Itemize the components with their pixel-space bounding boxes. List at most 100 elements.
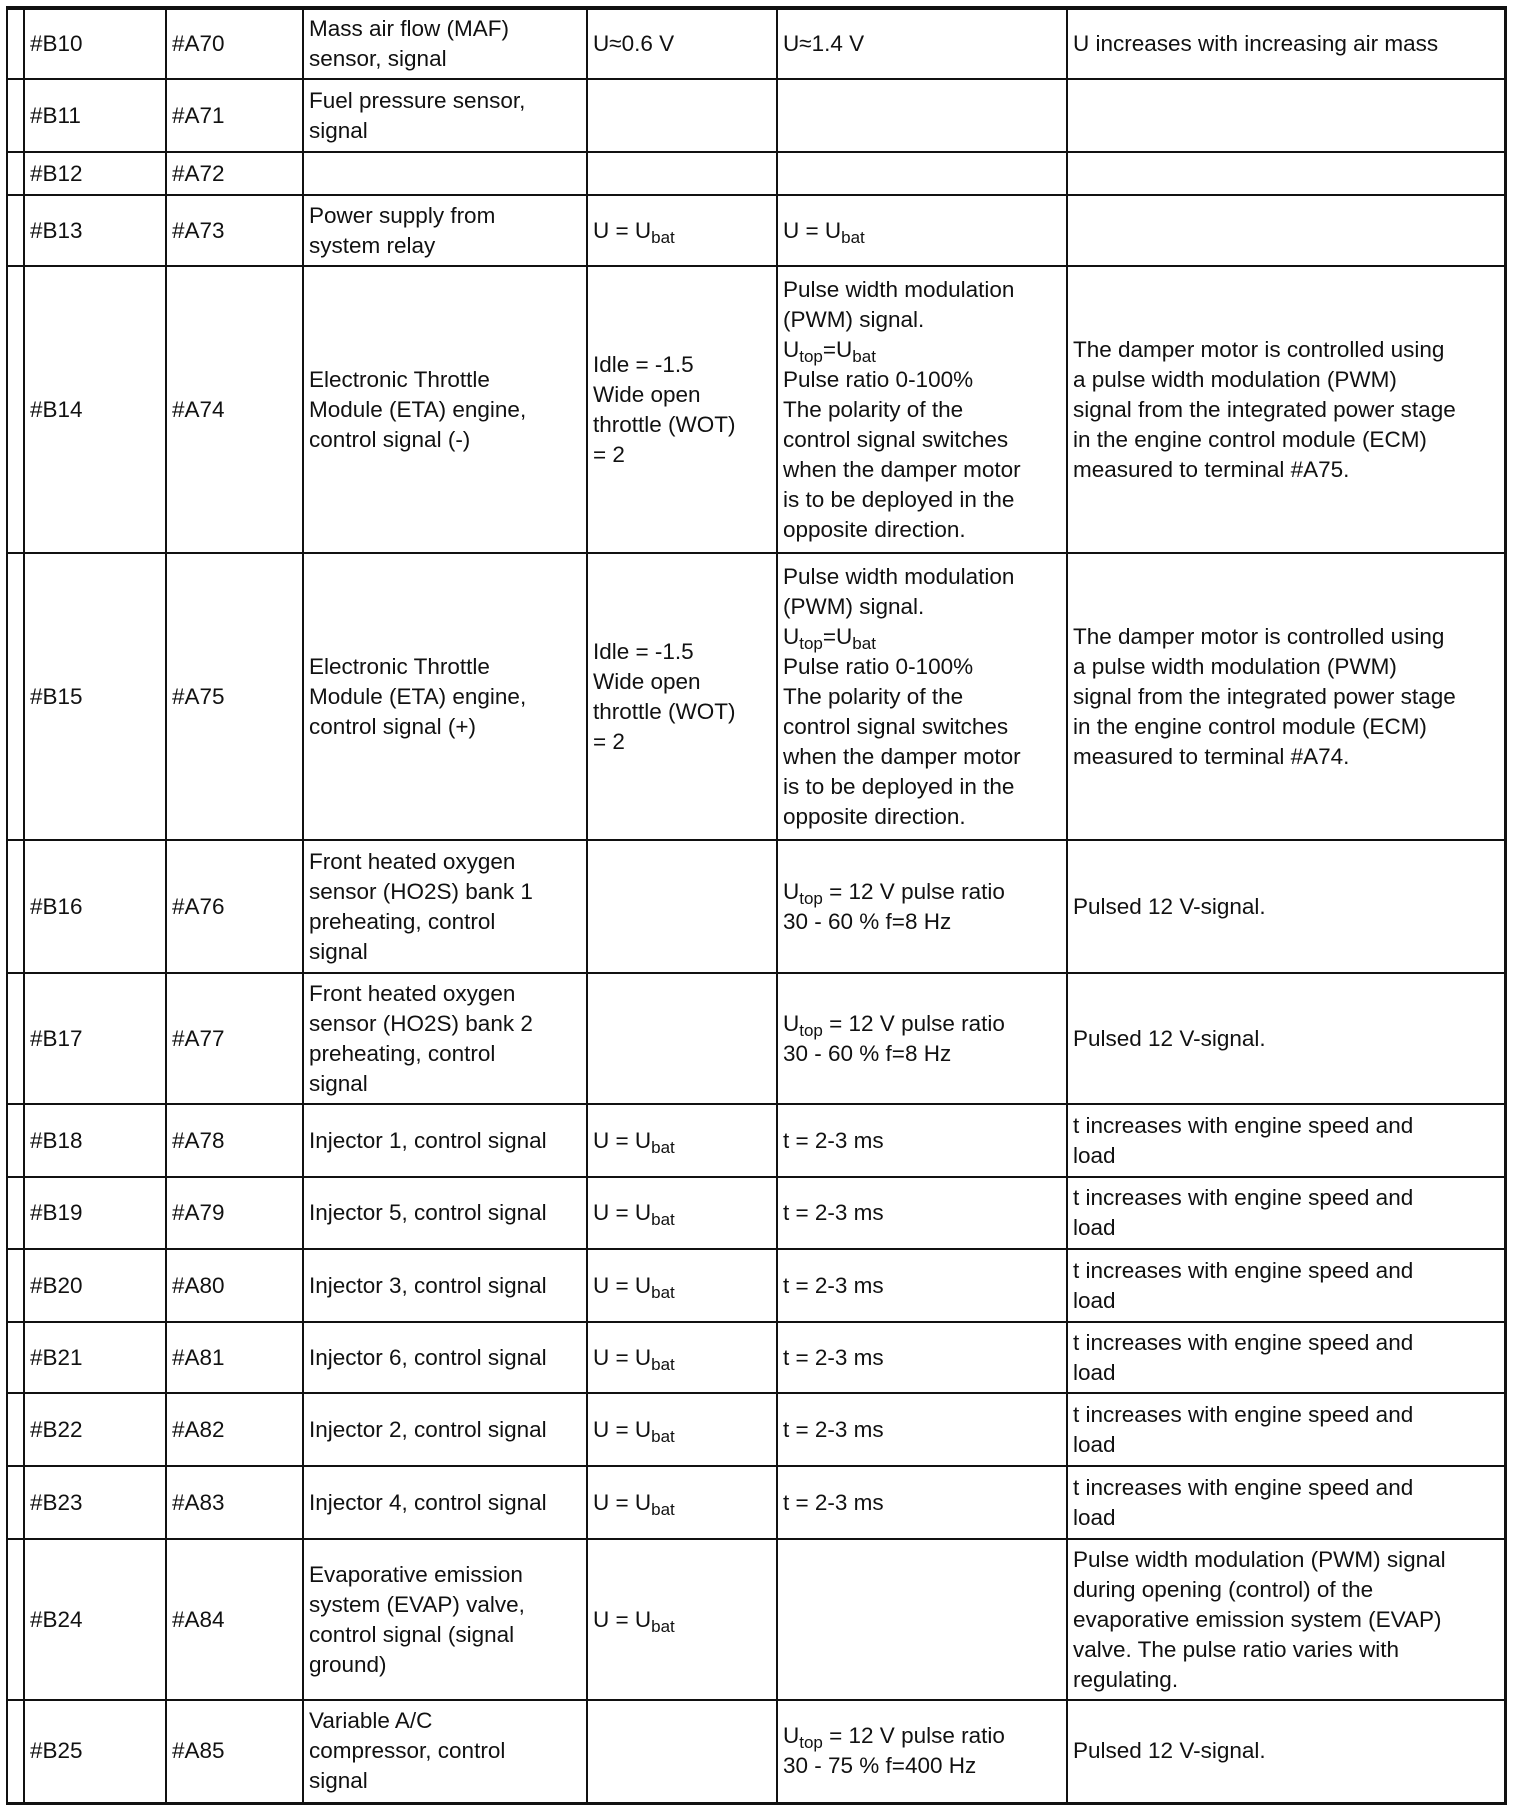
text: preheating, control	[309, 908, 496, 934]
cell-line: Module (ETA) engine,	[309, 395, 581, 425]
cell-line: a pulse width modulation (PWM)	[1073, 652, 1499, 682]
cell-line: Utop = 12 V pulse ratio	[783, 1009, 1061, 1039]
subscript: bat	[651, 1499, 675, 1519]
cell-line: U = Ubat	[593, 1605, 771, 1635]
text: U = U	[593, 1272, 652, 1298]
pin-b-cell: #B19	[23, 1176, 167, 1250]
cell-line: Utop = 12 V pulse ratio	[783, 877, 1061, 907]
pin-table: #B10 #A70 Mass air flow (MAF) sensor, signa…	[6, 6, 1507, 1805]
value-2-cell	[776, 151, 1068, 196]
text: Injector 3, control signal	[309, 1272, 547, 1298]
cell-line: Pulse ratio 0-100%	[783, 365, 1061, 395]
remark-cell: t increases with engine speed and load	[1066, 1103, 1506, 1178]
cell-line: control signal (signal	[309, 1620, 581, 1650]
spacer-cell	[6, 1538, 25, 1701]
text: The damper motor is controlled using	[1073, 336, 1445, 362]
text: Injector 4, control signal	[309, 1489, 547, 1515]
text: Injector 5, control signal	[309, 1200, 547, 1225]
text: signal from the integrated power stage	[1073, 683, 1456, 709]
text: opposite direction.	[783, 803, 966, 829]
pin-b-cell: #B16	[23, 839, 167, 974]
text: U	[783, 623, 800, 649]
remark-cell: Pulsed 12 V-signal.	[1066, 839, 1506, 974]
text: 30 - 60 % f=8 Hz	[783, 908, 952, 934]
text: U = U	[593, 1416, 652, 1442]
value-1-cell: Idle = -1.5 Wide open throttle (WOT) = 2	[586, 552, 778, 841]
text: system relay	[309, 232, 436, 258]
text: t = 2-3 ms	[783, 1272, 884, 1298]
value-2-cell: t = 2-3 ms	[776, 1103, 1068, 1178]
remark-cell: Pulsed 12 V-signal.	[1066, 972, 1506, 1105]
cell-line: Pulsed 12 V-signal.	[1073, 892, 1499, 922]
text: The polarity of the	[783, 683, 964, 709]
text: Fuel pressure sensor,	[309, 87, 526, 113]
value-2-cell: U≈1.4 V	[776, 7, 1068, 80]
cell-line: signal	[309, 937, 581, 967]
text: signal	[309, 1070, 368, 1096]
text: Module (ETA) engine,	[309, 396, 527, 422]
text: Electronic Throttle	[309, 366, 490, 392]
text: U≈1.4 V	[783, 31, 865, 56]
value-1-cell	[586, 1699, 778, 1804]
text: (PWM) signal.	[783, 593, 925, 619]
table-row: #B13 #A73 Power supply from system relay U =…	[6, 194, 1506, 267]
value-1-cell: U≈0.6 V	[586, 7, 778, 80]
text: = 2	[593, 728, 625, 754]
cell-line: Utop=Ubat	[783, 622, 1061, 652]
remark-cell: The damper motor is controlled using a pu…	[1066, 265, 1506, 554]
pin-b-cell: #B21	[23, 1321, 167, 1394]
cell-line: signal	[309, 116, 581, 146]
value-1-cell	[586, 78, 778, 153]
spacer-cell	[6, 1176, 25, 1250]
cell-line: control signal (+)	[309, 712, 581, 742]
cell-line: load	[1073, 1213, 1499, 1243]
table-row: #B17 #A77 Front heated oxygen sensor (HO2S)…	[6, 972, 1506, 1105]
subscript: bat	[651, 1210, 675, 1229]
description-cell: Fuel pressure sensor, signal	[302, 78, 588, 153]
text: t increases with engine speed and	[1073, 1185, 1414, 1210]
text: U	[783, 1010, 800, 1036]
text: control signal (signal	[309, 1621, 515, 1647]
value-2-cell: t = 2-3 ms	[776, 1392, 1068, 1467]
text: t increases with engine speed and	[1073, 1257, 1414, 1283]
cell-line: compressor, control	[309, 1736, 581, 1766]
text: valve. The pulse ratio varies with	[1073, 1636, 1399, 1662]
text: load	[1073, 1287, 1116, 1313]
pin-a-cell: #A77	[165, 972, 304, 1105]
text: t increases with engine speed and	[1073, 1474, 1414, 1500]
value-1-cell: U = Ubat	[586, 194, 778, 267]
cell-line: evaporative emission system (EVAP)	[1073, 1605, 1499, 1635]
cell-line: system relay	[309, 231, 581, 261]
table-row: #B23 #A83 Injector 4, control signal U = Ub…	[6, 1465, 1506, 1540]
text: opposite direction.	[783, 516, 966, 542]
cell-line: Injector 2, control signal	[309, 1415, 581, 1445]
cell-line: Utop=Ubat	[783, 335, 1061, 365]
cell-line: Pulse width modulation	[783, 275, 1061, 305]
value-1-cell	[586, 972, 778, 1105]
text: load	[1073, 1359, 1116, 1385]
text: system (EVAP) valve,	[309, 1591, 525, 1617]
subscript: bat	[651, 1354, 675, 1374]
text: Pulsed 12 V-signal.	[1073, 1025, 1266, 1051]
remark-cell	[1066, 194, 1506, 267]
cell-line: = 2	[593, 727, 771, 757]
value-2-cell: Pulse width modulation (PWM) signal. Utop=…	[776, 552, 1068, 841]
pin-b-cell: #B11	[23, 78, 167, 153]
text: in the engine control module (ECM)	[1073, 713, 1427, 739]
spacer-cell	[6, 194, 25, 267]
text: ground)	[309, 1651, 387, 1677]
cell-line: Evaporative emission	[309, 1560, 581, 1590]
text: sensor, signal	[309, 46, 447, 71]
cell-line: opposite direction.	[783, 515, 1061, 545]
subscript: bat	[852, 346, 876, 366]
text: signal from the integrated power stage	[1073, 396, 1456, 422]
description-cell: Injector 5, control signal	[302, 1176, 588, 1250]
value-2-cell: Utop = 12 V pulse ratio 30 - 60 % f=8 Hz	[776, 972, 1068, 1105]
cell-line: t = 2-3 ms	[783, 1415, 1061, 1445]
cell-line: t = 2-3 ms	[783, 1488, 1061, 1518]
cell-line: Utop = 12 V pulse ratio	[783, 1721, 1061, 1751]
text: in the engine control module (ECM)	[1073, 426, 1427, 452]
cell-line: t = 2-3 ms	[783, 1343, 1061, 1373]
spacer-cell	[6, 552, 25, 841]
spacer-cell	[6, 1103, 25, 1178]
